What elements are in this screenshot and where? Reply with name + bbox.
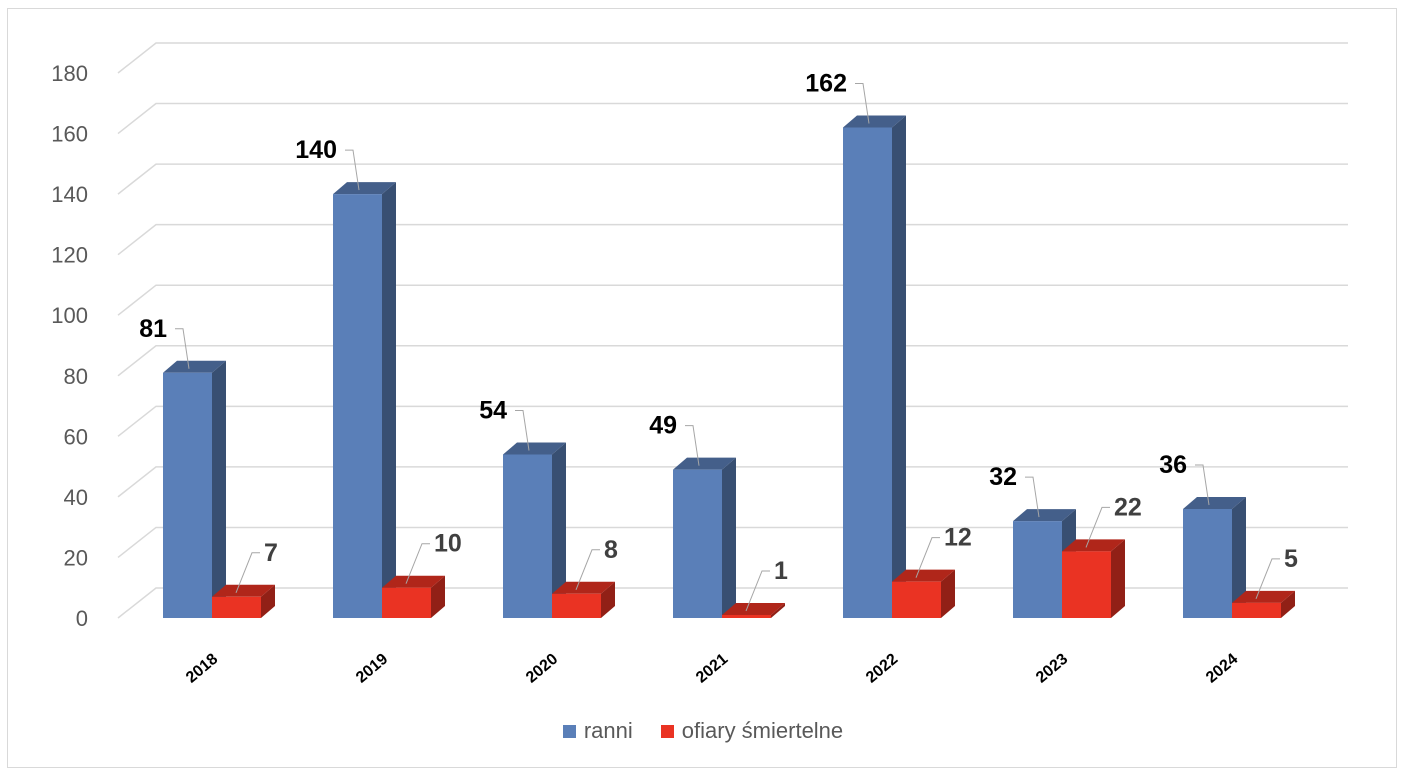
data-label-ranni: 140 [295,136,337,164]
leader-line [175,328,190,369]
bar-ofiary [212,584,275,618]
gridline [117,405,1348,437]
leader-line [405,543,430,584]
leader-line [1025,476,1040,518]
data-label-ofiary: 1 [774,557,788,585]
y-tick-label: 140 [51,182,88,207]
gridline [117,163,1348,195]
data-label-ranni: 162 [805,70,847,98]
x-category-label: 2021 [693,651,731,687]
gridline [117,102,1348,135]
data-label-ranni: 81 [139,315,167,343]
bar-ofiary [1062,539,1125,618]
gridline [117,223,1348,256]
leader-line [515,410,530,451]
legend-label-ranni: ranni [583,718,633,743]
bar-ranni [503,442,566,618]
data-label-ofiary: 8 [604,536,618,564]
legend-swatch-ofiary [660,724,674,738]
data-label-ofiary: 5 [1284,545,1298,573]
bar-ranni [333,182,396,618]
bar-ofiary [722,602,785,618]
y-tick-label: 180 [51,61,88,86]
y-tick-label: 100 [51,303,88,328]
gridline [117,345,1348,377]
gridline [117,42,1348,74]
y-tick-label: 160 [51,122,88,147]
bar-ofiary [1232,590,1295,618]
bar-ofiary [892,569,955,618]
data-label-ranni: 49 [649,412,677,440]
y-tick-label: 40 [64,485,88,510]
leader-line [915,537,940,578]
bar-ranni [1183,497,1246,618]
x-category-label: 2019 [353,651,391,687]
bar-ranni [163,360,226,618]
data-label-ranni: 32 [989,463,1017,491]
y-tick-label: 0 [76,606,88,631]
bar-ranni [843,115,906,618]
legend: ranni ofiary śmiertelne [0,718,1406,744]
leader-line [685,425,700,466]
data-label-ranni: 36 [1159,451,1187,479]
leader-line [1085,506,1110,548]
leader-line [855,83,870,124]
leader-line [745,570,770,612]
bar-ranni [673,457,736,618]
y-axis-ticks: 0 20 40 60 80 100 120 140 160 180 [51,61,88,631]
leader-line [1195,464,1210,506]
leader-line [575,549,600,590]
x-category-label: 2018 [183,651,221,687]
y-tick-label: 60 [64,424,88,449]
x-axis-categories: 2018 2019 2020 2021 2022 2023 2024 [183,651,1241,687]
leader-line [1255,558,1280,600]
leader-line [345,149,360,191]
data-label-ofiary: 10 [434,530,462,558]
x-category-label: 2023 [1033,651,1071,687]
x-category-label: 2022 [863,651,901,687]
gridline [117,466,1348,498]
chart-frame [7,8,1397,768]
y-tick-label: 120 [51,243,88,268]
legend-item-ofiary: ofiary śmiertelne [660,718,844,744]
gridline [117,284,1348,316]
data-labels: 81 7 140 10 54 8 49 1 162 12 32 22 36 5 [139,70,1298,612]
data-label-ofiary: 22 [1114,493,1142,521]
bar-ofiary [552,581,615,618]
data-label-ofiary: 7 [264,539,278,567]
legend-item-ranni: ranni [562,718,633,744]
x-category-label: 2024 [1203,651,1241,687]
y-tick-label: 20 [64,545,88,570]
gridline [117,526,1348,559]
legend-label-ofiary: ofiary śmiertelne [681,718,844,743]
leader-line [235,552,260,593]
bars [163,115,1295,618]
y-tick-label: 80 [64,364,88,389]
data-label-ofiary: 12 [944,524,972,552]
x-category-label: 2020 [523,651,561,687]
data-label-ranni: 54 [479,397,507,425]
legend-swatch-ranni [562,724,576,738]
bar-ofiary [382,575,445,618]
